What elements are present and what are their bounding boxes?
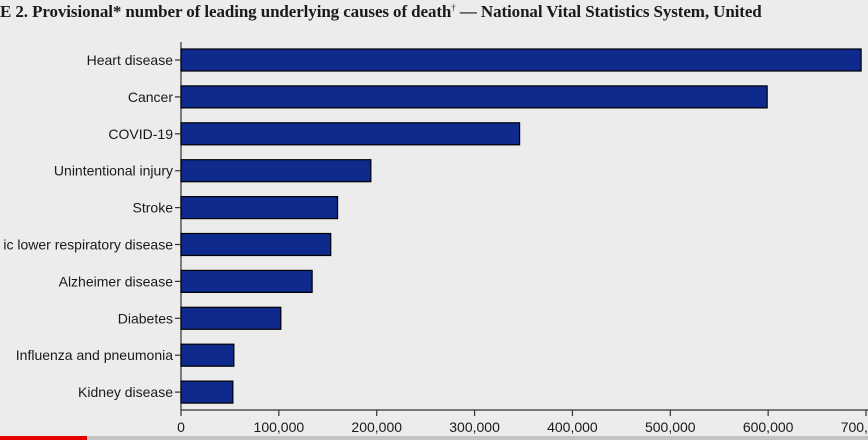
y-tick-label: Influenza and pneumonia	[16, 347, 173, 363]
chart-title-prefix: E 2. Provisional* number of leading unde…	[0, 2, 452, 21]
x-tick-label: 100,000	[254, 419, 305, 435]
bar	[180, 122, 521, 146]
y-tick-label: Unintentional injury	[54, 163, 173, 179]
y-tick-label: Diabetes	[118, 310, 173, 326]
y-tick-label: ic lower respiratory disease	[3, 237, 173, 253]
chart-title-dagger: †	[451, 2, 456, 13]
x-tick-label: 600,000	[743, 419, 794, 435]
bar	[180, 232, 332, 257]
bar	[180, 306, 282, 330]
y-tick-label: Kidney disease	[78, 384, 173, 400]
bar	[180, 380, 234, 404]
y-tick-label: Stroke	[133, 200, 174, 216]
bar	[180, 159, 372, 183]
x-tick-label: 0	[177, 419, 185, 435]
bar	[180, 48, 862, 72]
x-tick-label: 200,000	[351, 419, 402, 435]
y-tick-label: Heart disease	[87, 52, 174, 68]
bar	[180, 343, 235, 367]
bar	[180, 85, 768, 109]
y-tick-label: Alzheimer disease	[59, 273, 174, 289]
chart-title-suffix: — National Vital Statistics System, Unit…	[455, 2, 762, 21]
bar	[180, 269, 313, 293]
video-progress-bar[interactable]	[0, 436, 868, 440]
x-tick-label: 500,000	[645, 419, 696, 435]
bar	[180, 196, 339, 220]
x-tick-label: 700,000	[841, 419, 868, 435]
y-tick-label: COVID-19	[108, 126, 173, 142]
x-tick-label: 400,000	[547, 419, 598, 435]
x-tick-label: 300,000	[449, 419, 500, 435]
y-tick-label: Cancer	[128, 89, 173, 105]
chart-title: E 2. Provisional* number of leading unde…	[0, 2, 868, 22]
video-progress-fill	[0, 436, 87, 440]
